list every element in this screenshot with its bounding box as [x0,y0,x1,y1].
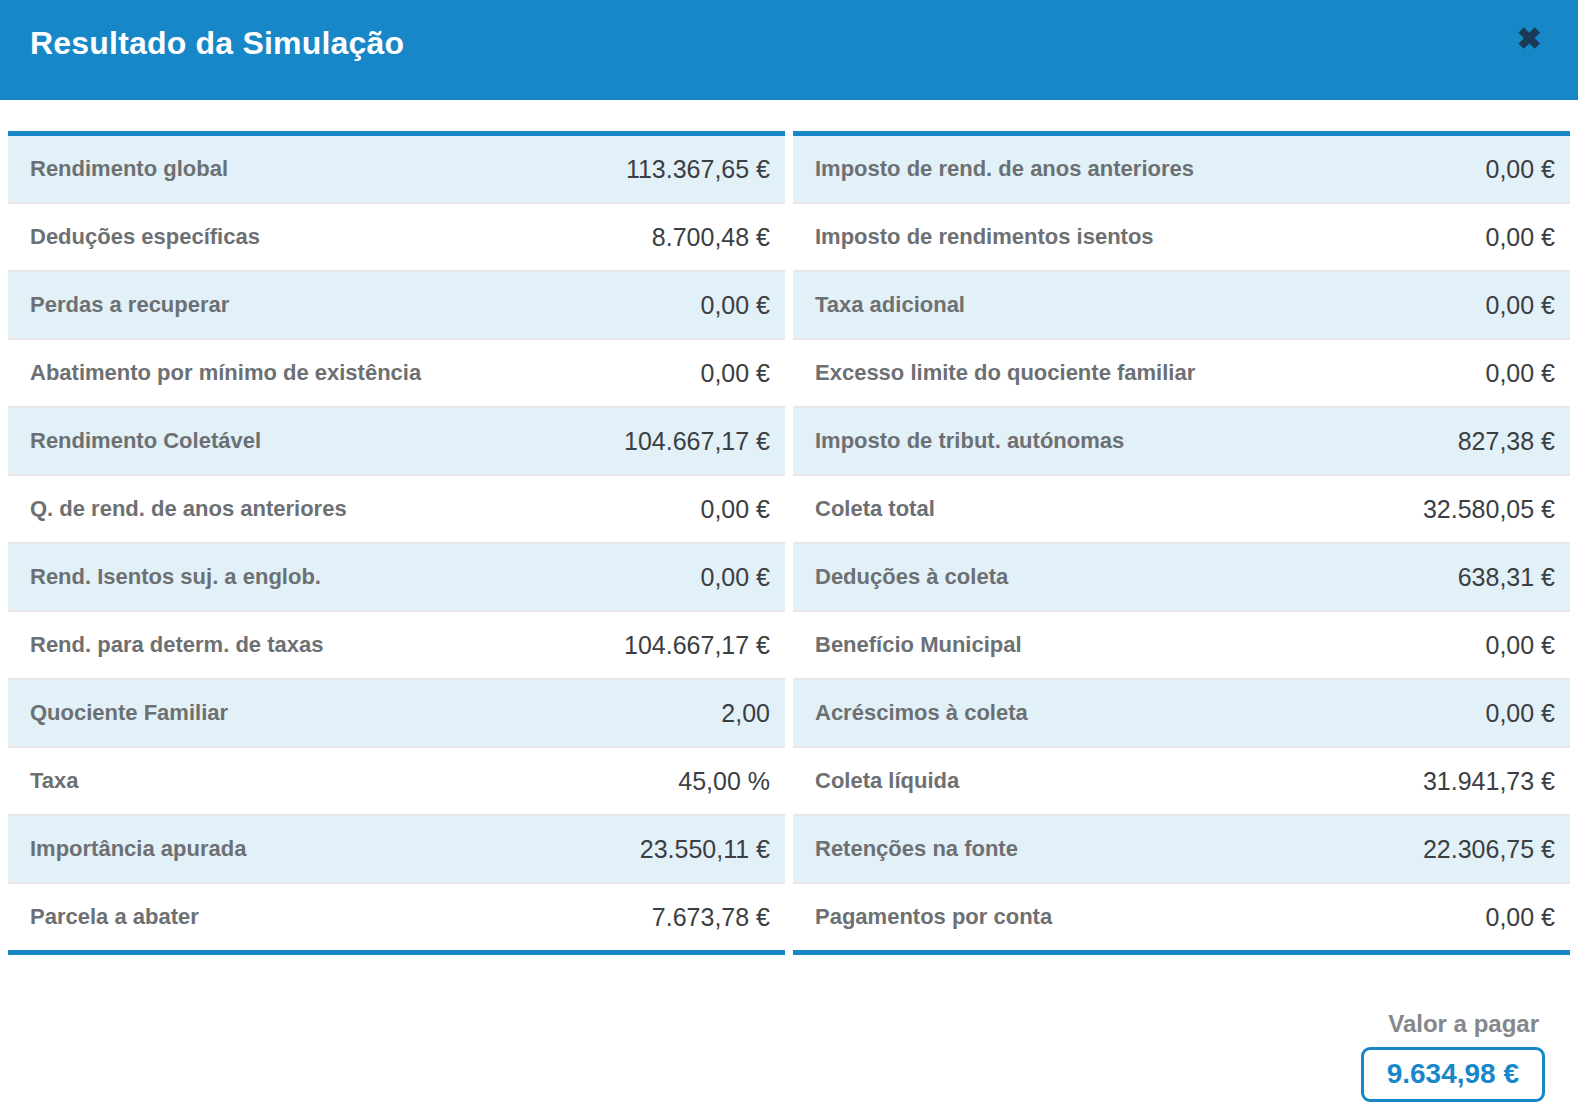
row-value: 0,00 € [700,291,770,320]
row-value: 0,00 € [1485,903,1555,932]
table-row: Parcela a abater 7.673,78 € [8,882,785,950]
row-label: Rend. Isentos suj. a englob. [30,564,321,590]
row-label: Coleta líquida [815,768,959,794]
row-value: 2,00 [721,699,770,728]
row-label: Imposto de rend. de anos anteriores [815,156,1194,182]
row-label: Deduções específicas [30,224,260,250]
row-label: Taxa adicional [815,292,965,318]
close-icon[interactable]: ✖ [1513,20,1546,58]
row-value: 45,00 % [678,767,770,796]
row-value: 827,38 € [1458,427,1555,456]
row-label: Quociente Familiar [30,700,228,726]
row-value: 113.367,65 € [626,155,770,184]
row-value: 104.667,17 € [624,427,770,456]
row-label: Rendimento global [30,156,228,182]
row-label: Excesso limite do quociente familiar [815,360,1195,386]
row-value: 0,00 € [700,495,770,524]
table-row: Importância apurada 23.550,11 € [8,814,785,882]
table-row: Coleta líquida 31.941,73 € [793,746,1570,814]
row-label: Pagamentos por conta [815,904,1052,930]
row-label: Benefício Municipal [815,632,1022,658]
row-label: Imposto de tribut. autónomas [815,428,1124,454]
row-value: 8.700,48 € [652,223,770,252]
table-row: Coleta total 32.580,05 € [793,474,1570,542]
table-row: Taxa 45,00 % [8,746,785,814]
row-label: Coleta total [815,496,935,522]
row-label: Deduções à coleta [815,564,1008,590]
row-value: 104.667,17 € [624,631,770,660]
total-value-badge: 9.634,98 € [1361,1047,1545,1102]
results-table-right: Imposto de rend. de anos anteriores 0,00… [793,131,1570,955]
row-value: 0,00 € [1485,631,1555,660]
table-row: Perdas a recuperar 0,00 € [8,270,785,338]
row-label: Rend. para determ. de taxas [30,632,323,658]
table-row: Imposto de tribut. autónomas 827,38 € [793,406,1570,474]
table-row: Deduções específicas 8.700,48 € [8,202,785,270]
row-value: 0,00 € [700,563,770,592]
row-value: 7.673,78 € [652,903,770,932]
table-row: Pagamentos por conta 0,00 € [793,882,1570,950]
page-title: Resultado da Simulação [30,25,404,76]
results-tables: Rendimento global 113.367,65 € Deduções … [8,131,1570,955]
table-row: Excesso limite do quociente familiar 0,0… [793,338,1570,406]
table-row: Quociente Familiar 2,00 [8,678,785,746]
table-row: Rendimento global 113.367,65 € [8,136,785,202]
table-row: Imposto de rend. de anos anteriores 0,00… [793,136,1570,202]
row-label: Imposto de rendimentos isentos [815,224,1154,250]
table-row: Taxa adicional 0,00 € [793,270,1570,338]
table-row: Q. de rend. de anos anteriores 0,00 € [8,474,785,542]
row-label: Taxa [30,768,79,794]
results-table-left: Rendimento global 113.367,65 € Deduções … [8,131,785,955]
row-value: 22.306,75 € [1423,835,1555,864]
row-value: 32.580,05 € [1423,495,1555,524]
table-row: Rendimento Coletável 104.667,17 € [8,406,785,474]
table-row: Benefício Municipal 0,00 € [793,610,1570,678]
total-label: Valor a pagar [1388,1010,1545,1038]
table-row: Retenções na fonte 22.306,75 € [793,814,1570,882]
table-row: Deduções à coleta 638,31 € [793,542,1570,610]
table-row: Rend. Isentos suj. a englob. 0,00 € [8,542,785,610]
row-label: Perdas a recuperar [30,292,229,318]
row-value: 638,31 € [1458,563,1555,592]
row-value: 0,00 € [1485,291,1555,320]
row-value: 0,00 € [1485,223,1555,252]
row-label: Abatimento por mínimo de existência [30,360,421,386]
modal-header: Resultado da Simulação ✖ [0,0,1578,100]
table-row: Rend. para determ. de taxas 104.667,17 € [8,610,785,678]
row-label: Acréscimos à coleta [815,700,1028,726]
row-value: 23.550,11 € [640,835,770,864]
table-row: Acréscimos à coleta 0,00 € [793,678,1570,746]
row-label: Importância apurada [30,836,246,862]
row-label: Q. de rend. de anos anteriores [30,496,347,522]
row-label: Parcela a abater [30,904,199,930]
row-label: Retenções na fonte [815,836,1018,862]
row-label: Rendimento Coletável [30,428,261,454]
total-section: Valor a pagar 9.634,98 € [0,1010,1545,1102]
table-row: Abatimento por mínimo de existência 0,00… [8,338,785,406]
row-value: 0,00 € [1485,155,1555,184]
row-value: 31.941,73 € [1423,767,1555,796]
row-value: 0,00 € [1485,699,1555,728]
table-row: Imposto de rendimentos isentos 0,00 € [793,202,1570,270]
row-value: 0,00 € [1485,359,1555,388]
row-value: 0,00 € [700,359,770,388]
